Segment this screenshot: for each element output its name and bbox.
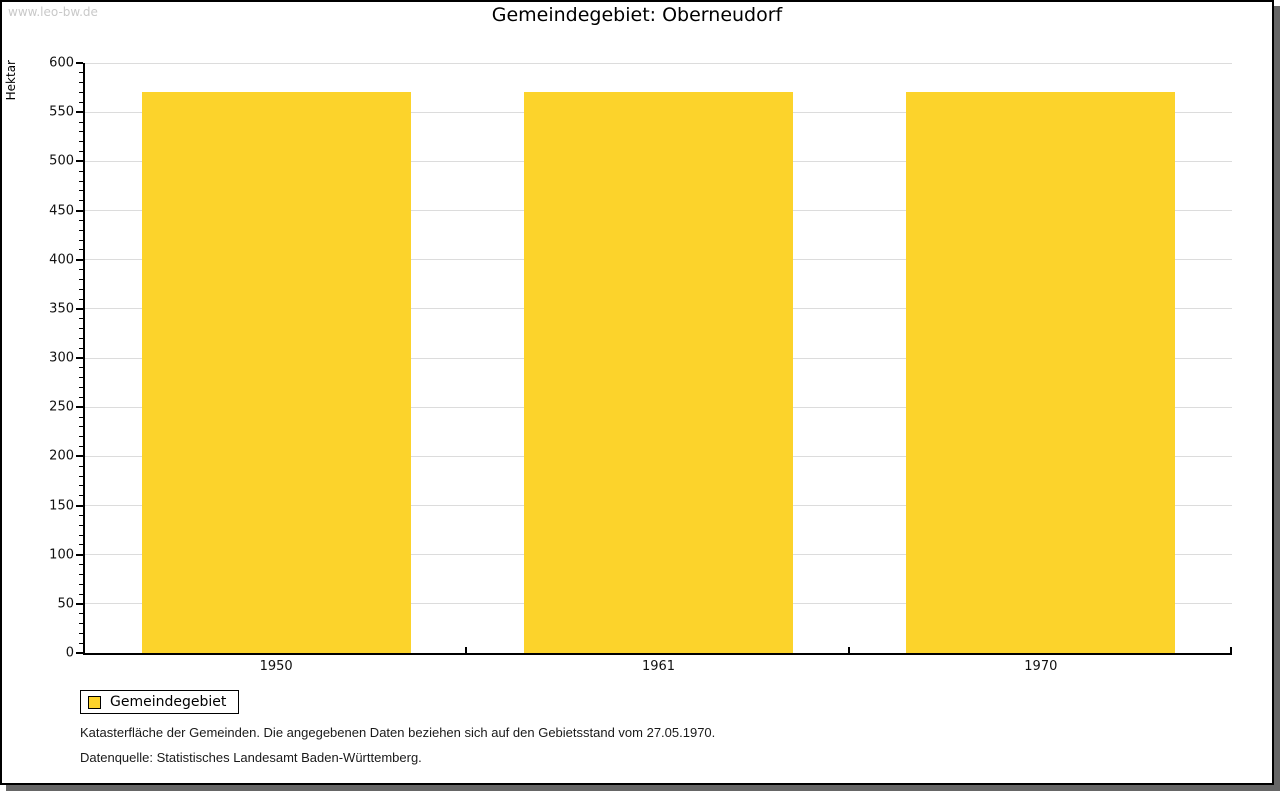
y-axis-minor-tick (79, 200, 83, 202)
y-axis-minor-tick (79, 278, 83, 280)
y-axis-minor-tick (79, 328, 83, 329)
legend: Gemeindegebiet (80, 690, 240, 714)
y-axis-minor-tick (79, 151, 83, 152)
y-axis-major-tick (76, 602, 83, 605)
y-axis-major-tick (76, 258, 83, 261)
bar-1961 (524, 92, 793, 653)
y-axis-minor-tick (79, 534, 83, 536)
legend-label: Gemeindegebiet (110, 694, 227, 710)
y-axis-tick-label: 150 (49, 498, 74, 513)
y-axis-minor-tick (79, 249, 83, 251)
y-axis-minor-tick (79, 564, 83, 565)
x-axis-tick-label: 1970 (1024, 659, 1058, 674)
y-axis-minor-tick (79, 632, 83, 634)
footnote-source: Datenquelle: Statistisches Landesamt Bad… (80, 750, 422, 765)
plot-area: 0 50 100 150 200 250 300 350 400 450 500 550 600 1950… (49, 56, 1232, 674)
y-axis-tick-label: 100 (49, 547, 74, 563)
y-axis-minor-tick (79, 544, 83, 546)
y-axis-minor-tick (79, 219, 83, 221)
y-axis-minor-tick (79, 367, 83, 369)
y-axis-major-tick (76, 406, 83, 409)
bar-1950 (142, 92, 411, 653)
y-axis-major-tick (76, 652, 83, 654)
y-axis-major-tick (76, 160, 83, 163)
y-axis-minor-tick (79, 583, 83, 585)
y-axis-minor-tick (79, 347, 83, 349)
y-axis-minor-tick (79, 426, 83, 428)
y-axis-tick-label: 500 (49, 153, 74, 169)
y-axis-major-tick (76, 209, 83, 212)
y-axis-tick-label: 400 (49, 252, 74, 268)
y-axis-minor-tick (79, 318, 83, 320)
y-axis-tick-label: 200 (49, 448, 74, 464)
y-axis-minor-tick (79, 180, 83, 182)
bar-1970 (906, 92, 1175, 653)
y-axis-tick-label: 250 (49, 399, 74, 415)
y-axis-major-tick (76, 553, 83, 556)
y-axis-minor-tick (79, 190, 83, 192)
y-axis-tick-label: 350 (49, 301, 74, 317)
y-axis-minor-tick (79, 642, 83, 644)
y-axis-major-tick (76, 455, 83, 458)
y-axis-tick-label: 600 (49, 55, 74, 71)
legend-swatch (88, 695, 101, 709)
y-axis-minor-tick (79, 269, 83, 270)
y-axis-minor-tick (79, 593, 83, 595)
y-axis-minor-tick (79, 141, 83, 143)
y-axis-tick-label: 550 (49, 104, 74, 120)
y-axis-tick-label: 0 (65, 645, 74, 661)
y-axis-minor-tick (79, 436, 83, 438)
y-axis-minor-tick (79, 573, 83, 575)
y-axis-minor-tick (79, 485, 83, 487)
y-axis-minor-tick (79, 121, 83, 123)
y-axis-minor-tick (79, 92, 83, 93)
x-axis-boundary-tick (465, 647, 467, 653)
y-axis-minor-tick (79, 495, 83, 497)
y-axis-minor-tick (79, 623, 83, 624)
y-axis-minor-tick (79, 229, 83, 231)
y-axis-major-tick (76, 504, 83, 507)
y-axis-major-tick (76, 307, 83, 310)
y-axis-minor-tick (79, 239, 83, 241)
y-axis-minor-tick (79, 396, 83, 398)
y-axis-tick-label: 450 (49, 203, 74, 218)
y-axis-minor-tick (79, 82, 83, 84)
y-axis-tick-label: 300 (49, 350, 74, 366)
x-axis-tick-label: 1961 (641, 659, 676, 674)
y-axis-major-tick (76, 62, 83, 64)
y-axis-minor-tick (79, 446, 83, 447)
chart-title: Gemeindegebiet: Oberneudorf (491, 4, 783, 26)
y-axis-minor-tick (79, 465, 83, 467)
y-axis-minor-tick (79, 475, 83, 477)
y-axis-minor-tick (79, 514, 83, 516)
y-axis-minor-tick (79, 72, 83, 74)
y-axis-label: Hektar (4, 60, 18, 101)
x-axis-tick-label: 1950 (259, 659, 293, 674)
y-axis-minor-tick (79, 101, 83, 103)
x-axis-boundary-tick (848, 647, 850, 653)
y-axis-major-tick (76, 357, 83, 359)
y-axis-major-tick (76, 111, 83, 114)
y-axis-minor-tick (79, 288, 83, 290)
y-axis-minor-tick (79, 298, 83, 300)
footnote-description: Katasterfläche der Gemeinden. Die angege… (80, 725, 716, 740)
y-axis-minor-tick (79, 131, 83, 133)
y-axis-minor-tick (79, 613, 83, 615)
y-axis-minor-tick (79, 524, 83, 526)
y-axis-minor-tick (79, 337, 83, 339)
watermark: www.leo-bw.de (8, 5, 98, 19)
y-axis-minor-tick (79, 387, 83, 388)
y-axis-minor-tick (79, 170, 83, 172)
y-axis-minor-tick (79, 377, 83, 379)
x-axis-boundary-tick (1230, 647, 1232, 653)
y-gridline (85, 62, 1232, 64)
y-axis-tick-label: 50 (57, 596, 74, 612)
y-axis-minor-tick (79, 416, 83, 418)
